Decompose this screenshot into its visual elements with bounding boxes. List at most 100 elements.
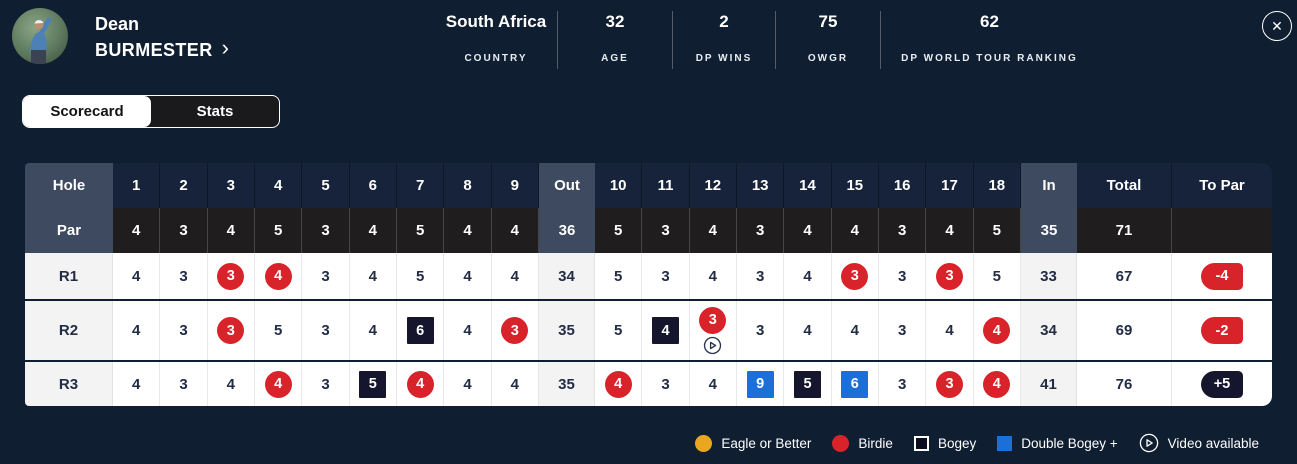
par-value: 3 [736, 208, 785, 253]
score-cell: 4 [444, 253, 492, 299]
score-cell: 4 [784, 253, 832, 299]
score-value: 3 [321, 267, 330, 285]
stat-label: DP WORLD TOUR RANKING [901, 53, 1078, 64]
legend-label: Double Bogey + [1021, 435, 1118, 451]
par-in-value: 35 [1020, 208, 1077, 253]
legend-double-bogey: Double Bogey + [997, 435, 1118, 451]
score-cell: 4 [831, 301, 879, 360]
score-cell: 4 [689, 253, 737, 299]
round-to-par-cell: -4 [1171, 253, 1272, 299]
round-label: R1 [25, 253, 113, 299]
score-value: 3 [755, 322, 765, 339]
hole-number-header: 5 [302, 163, 350, 208]
par-value: 4 [784, 208, 832, 253]
stat-dp-wins: 2 DP WINS [672, 11, 775, 69]
player-stats-bar: South Africa COUNTRY 32 AGE 2 DP WINS 75… [435, 11, 1098, 69]
stat-value: 75 [818, 12, 838, 31]
stat-owgr: 75 OWGR [775, 11, 880, 69]
score-cell: 3 [926, 253, 974, 299]
score-value: 3 [897, 267, 907, 285]
tab-stats[interactable]: Stats [196, 103, 234, 120]
legend: Eagle or Better Birdie Bogey Double Boge… [695, 430, 1259, 456]
birdie-marker-icon [832, 434, 850, 452]
hole-number-header: 8 [444, 163, 492, 208]
score-cell: 4 [254, 253, 303, 299]
legend-bogey: Bogey [913, 435, 976, 451]
score-value: 3 [661, 375, 670, 393]
hole-number-header: 14 [784, 163, 832, 208]
stat-value: 62 [980, 12, 999, 31]
round-out-value: 35 [538, 301, 595, 360]
score-cell: 3 [160, 301, 208, 360]
player-avatar [12, 8, 68, 64]
round-in-value: 33 [1020, 253, 1077, 299]
score-cell: 4 [444, 301, 492, 360]
hole-column-header: Hole [25, 163, 113, 208]
score-birdie-mark: 4 [983, 317, 1011, 344]
score-birdie-mark: 3 [935, 262, 963, 290]
score-cell: 4 [444, 362, 492, 406]
par-out-value: 36 [538, 208, 595, 253]
score-cell: 4 [784, 301, 832, 360]
score-value: 3 [179, 375, 188, 393]
score-bogey-mark: 6 [406, 317, 434, 344]
hole-number-header: 18 [973, 163, 1021, 208]
hole-number-header: 13 [736, 163, 785, 208]
score-cell: 3 [207, 253, 255, 299]
score-cell: 4 [689, 362, 737, 406]
score-value: 5 [415, 267, 425, 285]
score-cell: 3 [491, 301, 539, 360]
bogey-marker-icon [913, 435, 929, 451]
player-name-link[interactable]: Dean BURMESTER › [95, 13, 229, 61]
par-total-value: 71 [1076, 208, 1172, 253]
score-cell: 5 [396, 253, 445, 299]
hole-number-header: 3 [207, 163, 255, 208]
score-birdie-mark: 4 [604, 370, 632, 398]
par-value: 3 [642, 208, 690, 253]
par-value: 4 [444, 208, 492, 253]
score-cell: 3 [160, 362, 208, 406]
score-cell: 3 [642, 253, 690, 299]
to-par-badge: -2 [1200, 317, 1243, 344]
hole-number-header: 11 [642, 163, 690, 208]
close-button[interactable]: ✕ [1262, 11, 1292, 41]
score-cell: 4 [349, 253, 397, 299]
score-double-mark: 9 [746, 370, 774, 398]
score-value: 5 [613, 322, 623, 339]
score-value: 4 [708, 375, 717, 393]
score-birdie-mark: 4 [264, 370, 292, 398]
score-value: 4 [510, 375, 519, 393]
par-value: 3 [878, 208, 927, 253]
score-cell: 4 [113, 253, 161, 299]
score-cell: 4 [113, 362, 161, 406]
score-cell: 3 [878, 301, 927, 360]
chevron-right-icon: › [221, 35, 229, 60]
eagle-marker-icon [695, 434, 713, 452]
score-cell: 3 [160, 253, 208, 299]
video-available-icon[interactable] [703, 336, 722, 355]
legend-label: Birdie [858, 435, 893, 451]
score-cell: 5 [973, 253, 1021, 299]
score-birdie-mark: 3 [841, 262, 869, 290]
score-value: 3 [755, 267, 765, 285]
score-birdie-mark: 3 [699, 306, 727, 334]
stat-value: 2 [719, 12, 729, 31]
round-out-value: 35 [538, 362, 595, 406]
score-cell: 3 [689, 301, 737, 360]
hole-number-header: 6 [349, 163, 397, 208]
score-cell: 4 [973, 301, 1021, 360]
score-birdie-mark: 3 [217, 262, 245, 290]
tab-scorecard[interactable]: Scorecard [23, 96, 151, 127]
par-value: 5 [254, 208, 303, 253]
scorecard-table: Hole 1 2 3 4 5 6 7 8 9 Out 10 11 12 13 14 15 16 17 18 In Tota… [25, 163, 1272, 406]
hole-number-header: 9 [491, 163, 539, 208]
score-bogey-mark: 5 [359, 370, 387, 398]
round-in-value: 41 [1020, 362, 1077, 406]
legend-birdie: Birdie [832, 434, 893, 452]
score-cell: 6 [396, 301, 445, 360]
score-value: 4 [463, 322, 472, 339]
round-total-value: 69 [1076, 301, 1172, 360]
stat-value: South Africa [445, 12, 547, 31]
score-cell: 3 [302, 301, 350, 360]
score-bogey-mark: 4 [651, 317, 679, 344]
